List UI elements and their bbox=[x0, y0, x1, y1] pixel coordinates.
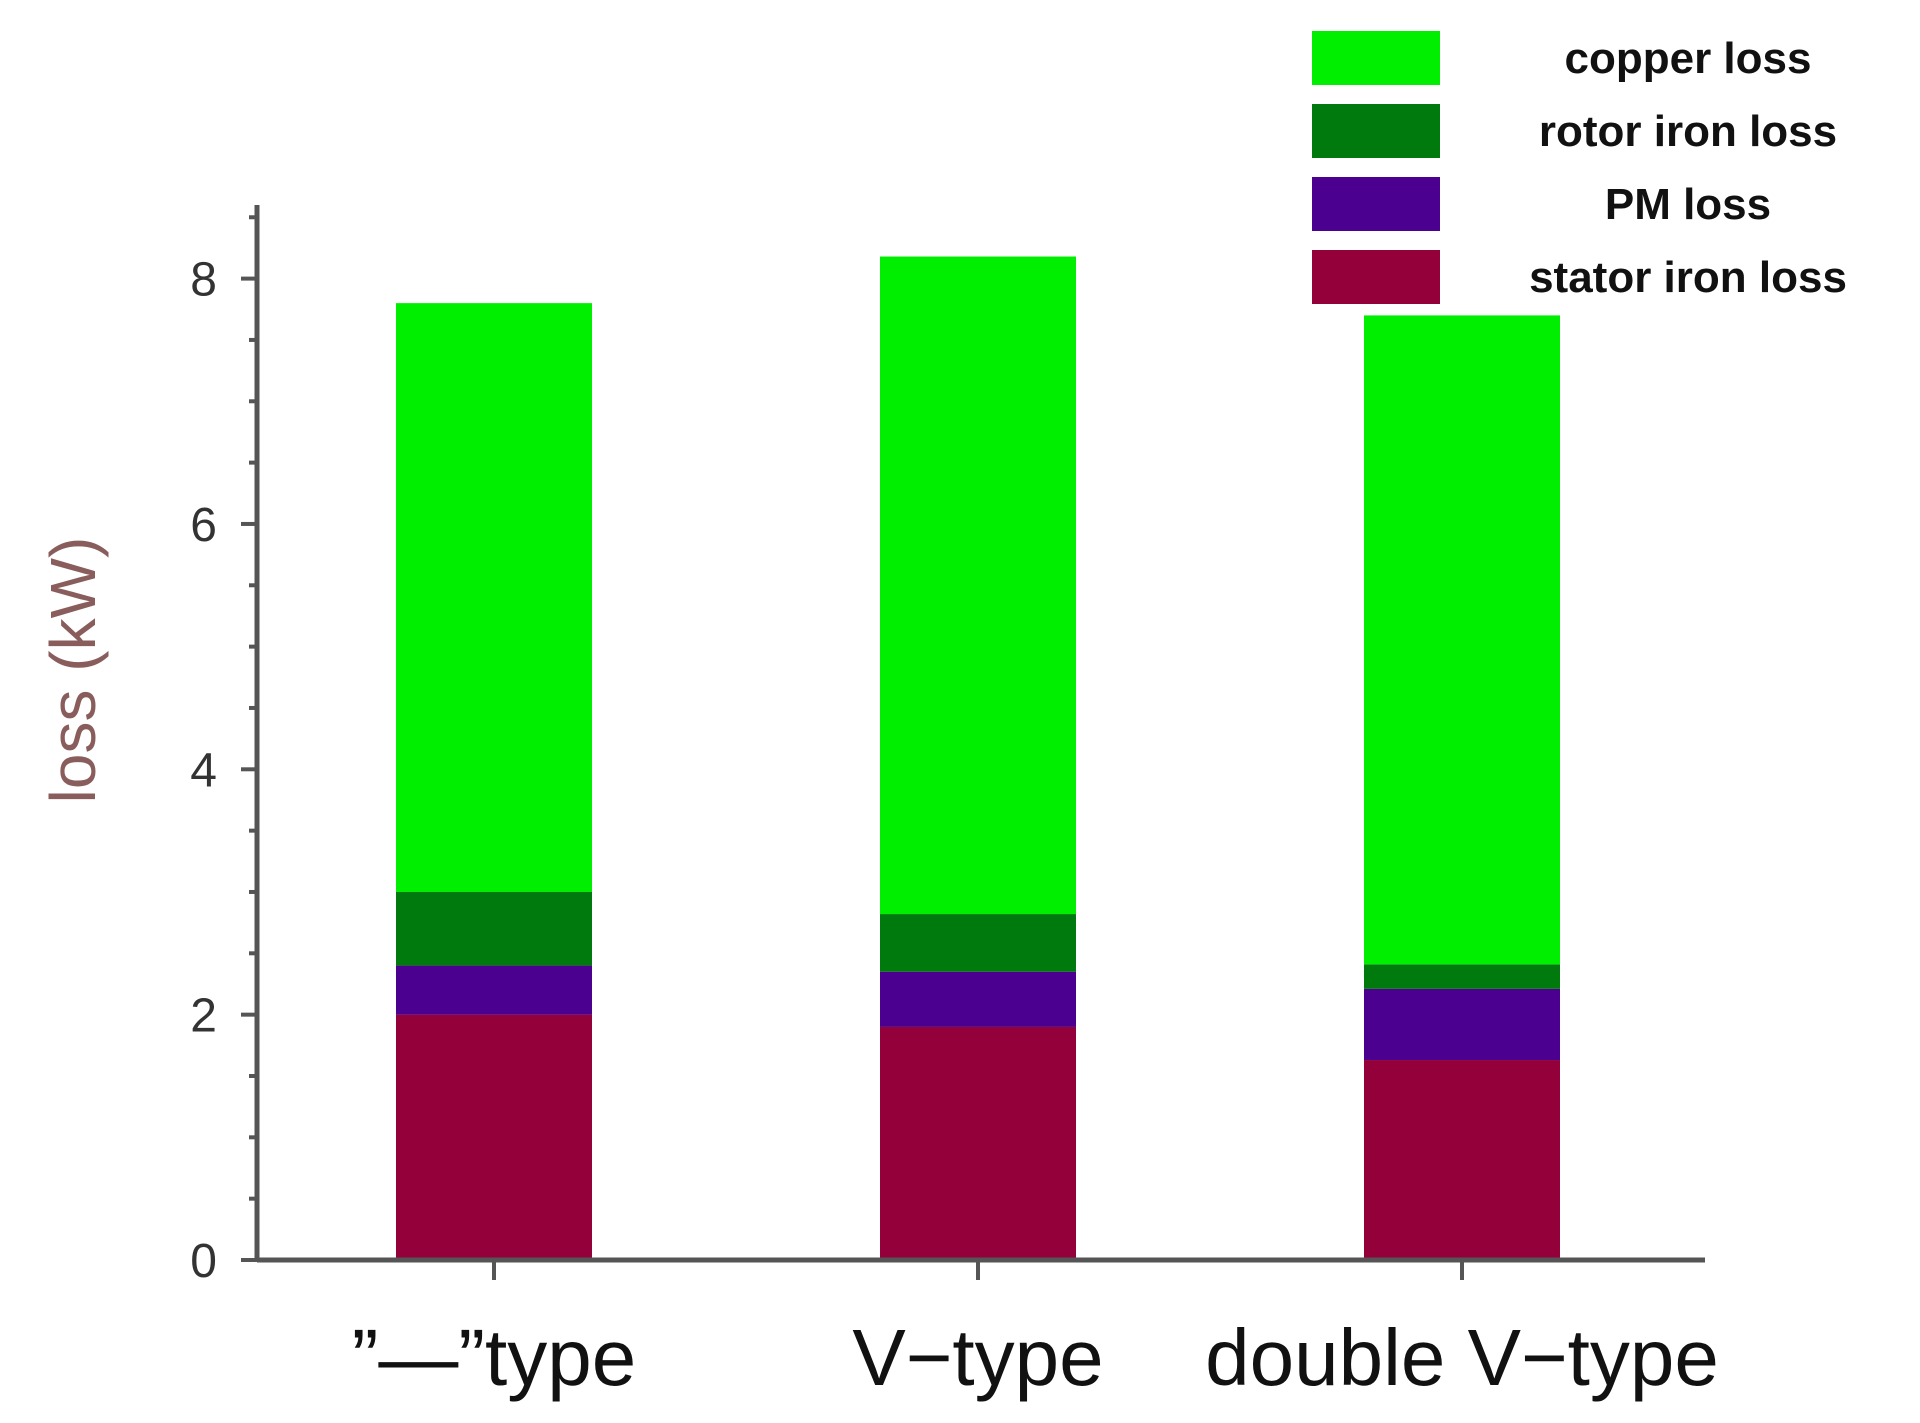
x-ticks-group: ”—”type V−type double V−type bbox=[352, 1260, 1719, 1402]
bar-segment-stator-iron-loss-3 bbox=[1364, 1060, 1560, 1260]
y-tick-label: 2 bbox=[190, 990, 217, 1043]
legend-swatch-PM-loss bbox=[1312, 177, 1440, 231]
legend-swatch-copper-loss bbox=[1312, 31, 1440, 85]
legend-label-stator-iron-loss: stator iron loss bbox=[1529, 253, 1847, 302]
bar-segment-copper-loss-2 bbox=[880, 256, 1076, 915]
y-tick-label: 4 bbox=[190, 744, 217, 797]
y-tick-label: 6 bbox=[190, 499, 217, 552]
bar-segment-rotor-iron-loss-3 bbox=[1364, 964, 1560, 989]
legend: copper loss rotor iron loss PM loss stator … bbox=[1312, 31, 1847, 304]
bar-segment-PM-loss-2 bbox=[880, 971, 1076, 1027]
bars-group bbox=[396, 256, 1560, 1260]
x-category-label: double V−type bbox=[1205, 1313, 1719, 1402]
legend-swatch-stator-iron-loss bbox=[1312, 250, 1440, 304]
bar-segment-stator-iron-loss-2 bbox=[880, 1026, 1076, 1260]
bar-segment-copper-loss-3 bbox=[1364, 315, 1560, 965]
bar-segment-PM-loss-3 bbox=[1364, 988, 1560, 1061]
bar-segment-copper-loss-1 bbox=[396, 303, 592, 892]
bar-segment-PM-loss-1 bbox=[396, 965, 592, 1015]
y-axis-title: loss (kW) bbox=[37, 537, 109, 804]
legend-label-copper-loss: copper loss bbox=[1565, 34, 1812, 83]
bar-segment-rotor-iron-loss-2 bbox=[880, 914, 1076, 972]
y-tick-label: 0 bbox=[190, 1235, 217, 1288]
y-tick-label: 8 bbox=[190, 254, 217, 307]
bar-segment-rotor-iron-loss-1 bbox=[396, 891, 592, 966]
y-ticks-group: 0 2 4 6 8 bbox=[190, 215, 257, 1288]
bar-segment-stator-iron-loss-1 bbox=[396, 1014, 592, 1260]
legend-swatch-rotor-iron-loss bbox=[1312, 104, 1440, 158]
legend-label-rotor-iron-loss: rotor iron loss bbox=[1539, 107, 1837, 156]
x-category-label: ”—”type bbox=[352, 1313, 637, 1402]
x-category-label: V−type bbox=[852, 1313, 1103, 1402]
legend-label-PM-loss: PM loss bbox=[1605, 180, 1771, 229]
